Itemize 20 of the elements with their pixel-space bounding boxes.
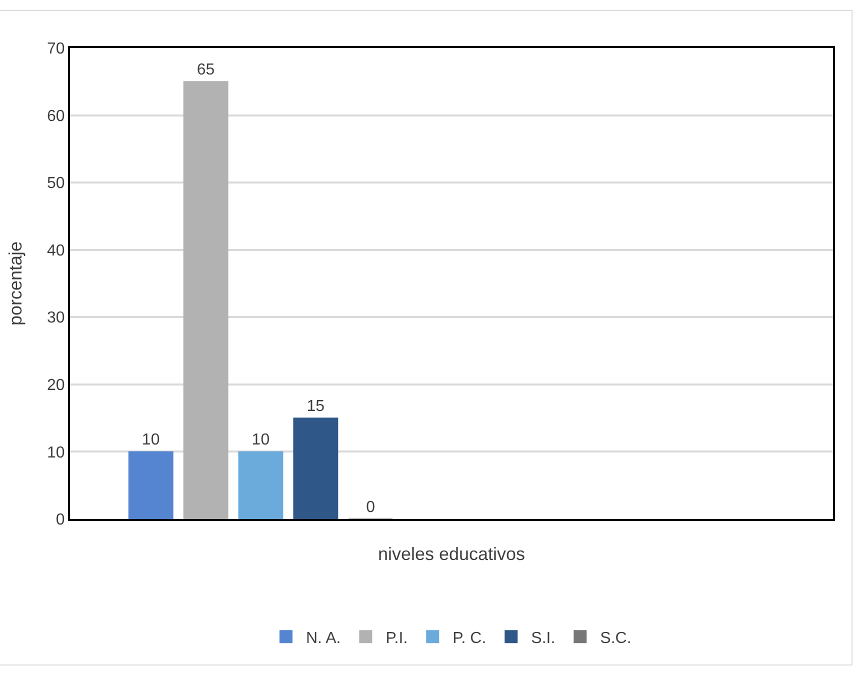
y-tick-label: 30 [47, 310, 65, 327]
y-tick-label: 0 [56, 512, 65, 529]
y-tick-label: 70 [47, 40, 65, 58]
y-tick-label: 50 [47, 175, 65, 192]
y-tick-label: 40 [47, 242, 65, 260]
data-label: 15 [306, 398, 325, 416]
y-tick-label: 20 [47, 377, 65, 394]
data-label: 10 [142, 432, 160, 449]
data-label: 10 [252, 432, 270, 449]
y-axis-title: porcentaje [6, 241, 26, 326]
y-tick-label: 10 [47, 444, 65, 462]
legend-label: N. A. [306, 630, 341, 647]
data-label: 65 [196, 62, 215, 79]
legend-label: P.I. [386, 630, 408, 647]
legend-label: P. C. [452, 630, 486, 647]
data-label: 0 [366, 499, 376, 516]
legend-label: S.I. [531, 630, 556, 647]
y-tick-label: 60 [47, 108, 65, 125]
legend-label: S.C. [600, 630, 632, 647]
x-axis-title: niveles educativos [378, 544, 526, 564]
